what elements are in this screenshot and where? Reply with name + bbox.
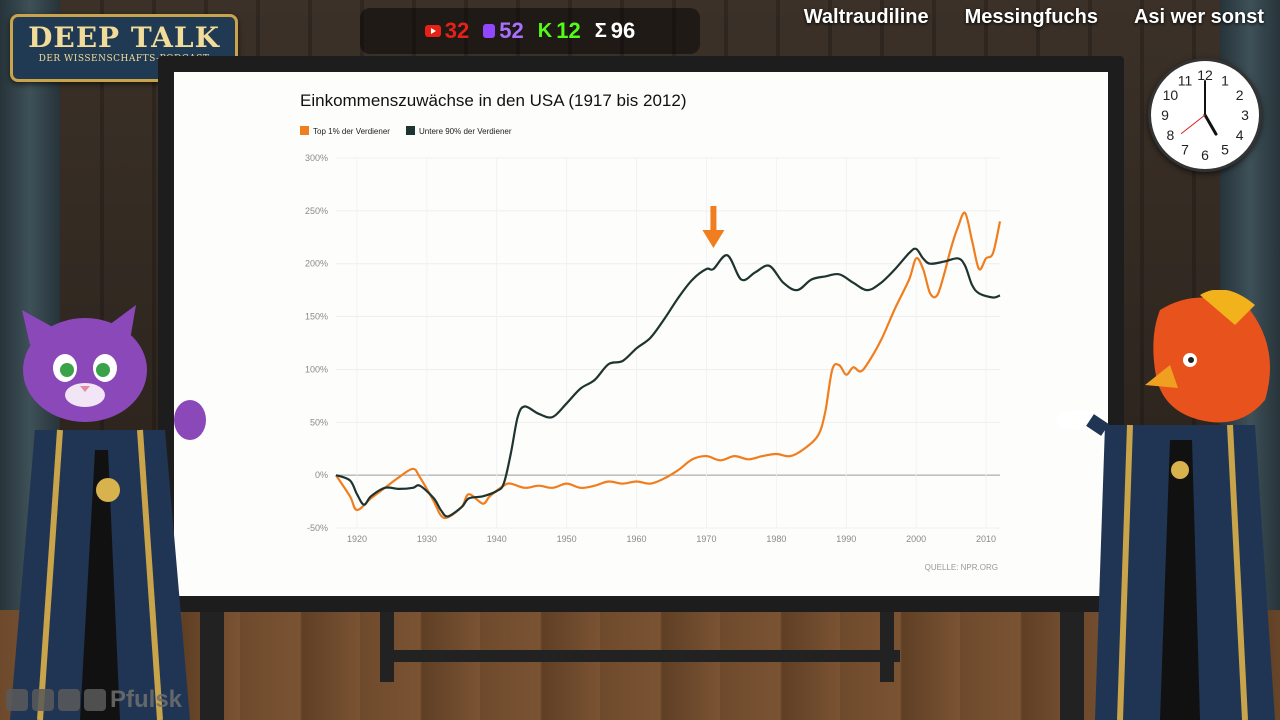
y-tick-label: 250% xyxy=(305,206,328,216)
x-tick-label: 1970 xyxy=(696,534,716,544)
x-tick-label: 1920 xyxy=(347,534,367,544)
clock-hour-hand xyxy=(1203,113,1218,136)
youtube-icon xyxy=(424,25,441,37)
income-growth-chart: Einkommenszuwächse in den USA (1917 bis … xyxy=(300,91,1002,572)
y-tick-label: 0% xyxy=(315,470,328,480)
x-tick-label: 2010 xyxy=(976,534,996,544)
clock-number: 9 xyxy=(1161,107,1169,123)
clock-number: 2 xyxy=(1236,87,1244,103)
phoenix-professor-character xyxy=(1056,290,1275,720)
total-count: 96 xyxy=(610,18,636,43)
series-line-top1 xyxy=(335,211,1002,520)
stand-leg-right xyxy=(1060,612,1084,720)
x-tick-label: 1950 xyxy=(557,534,577,544)
kick-icon: K xyxy=(537,19,553,42)
y-tick-label: -50% xyxy=(307,523,328,533)
stand-leg-left xyxy=(200,612,224,720)
twitch-counter: 52 xyxy=(483,18,524,44)
clock-number: 8 xyxy=(1167,127,1175,143)
y-tick-label: 50% xyxy=(310,417,328,427)
clock-number: 3 xyxy=(1241,107,1249,123)
series-line-bottom90 xyxy=(335,247,1001,518)
kick-counter: K 12 xyxy=(538,18,581,44)
clock-number: 1 xyxy=(1221,72,1229,88)
logo-subtitle: DER WISSENSCHAFTS-PODCAST xyxy=(38,54,210,64)
viewer-counters: 32 52 K 12 Σ 96 xyxy=(360,8,700,54)
stand-post-left xyxy=(380,612,394,682)
participant-names: Waltraudiline Messingfuchs Asi wer sonst xyxy=(804,6,1264,29)
clock-number: 5 xyxy=(1221,142,1229,158)
stand-crossbar xyxy=(380,650,900,662)
logo-title: DEEP TALK xyxy=(28,21,220,54)
legend-swatch-bottom90 xyxy=(406,126,415,135)
participant-name: Asi wer sonst xyxy=(1133,6,1264,28)
legend-swatch-top1 xyxy=(300,126,309,135)
y-tick-label: 200% xyxy=(305,259,328,269)
x-tick-label: 1940 xyxy=(487,534,507,544)
twitch-icon xyxy=(483,24,496,38)
legend-label-bottom90: Untere 90% der Verdiener xyxy=(419,127,512,136)
chart-source: QUELLE: NPR.ORG xyxy=(925,563,998,572)
sum-icon: Σ xyxy=(594,19,607,42)
clock-number: 4 xyxy=(1236,127,1244,143)
x-logo-icon xyxy=(58,689,80,711)
y-tick-label: 300% xyxy=(305,153,328,163)
participant-name: Waltraudiline xyxy=(803,6,929,28)
legend-label-top1: Top 1% der Verdiener xyxy=(313,127,390,136)
y-tick-label: 100% xyxy=(305,364,328,374)
clock-number: 10 xyxy=(1163,87,1179,103)
social-handle: Pfulsk xyxy=(110,686,183,713)
chart-title: Einkommenszuwächse in den USA (1917 bis … xyxy=(300,91,687,110)
clock-number: 11 xyxy=(1178,72,1193,88)
participant-name: Messingfuchs xyxy=(964,6,1098,28)
clock-number: 6 xyxy=(1201,147,1209,163)
x-tick-label: 1930 xyxy=(417,534,437,544)
stand-post-right xyxy=(880,612,894,682)
twitch-count: 52 xyxy=(499,18,524,43)
social-handle-bar: Pfulsk xyxy=(6,686,182,714)
telegram-logo-icon xyxy=(84,689,106,711)
kick-logo-icon xyxy=(6,689,28,711)
clock-number: 12 xyxy=(1197,67,1213,83)
x-tick-label: 1980 xyxy=(766,534,786,544)
clock-number: 7 xyxy=(1181,142,1189,158)
x-tick-label: 1960 xyxy=(627,534,647,544)
kick-count: 12 xyxy=(556,18,581,43)
x-tick-label: 1990 xyxy=(836,534,856,544)
total-counter: Σ 96 xyxy=(595,18,636,44)
x-tick-label: 2000 xyxy=(906,534,926,544)
y-tick-label: 150% xyxy=(305,312,328,322)
clock-second-hand xyxy=(1180,114,1206,134)
annotation-arrow-head xyxy=(702,230,725,248)
cat-professor-character xyxy=(10,305,206,720)
wall-clock: 12 1 2 3 4 5 6 7 8 9 10 11 xyxy=(1148,58,1262,172)
whiteboard: Einkommenszuwächse in den USA (1917 bis … xyxy=(174,72,1108,596)
youtube-count: 32 xyxy=(444,18,470,43)
youtube-counter: 32 xyxy=(424,18,470,44)
youtube-logo-icon xyxy=(32,689,54,711)
annotation-arrow-shaft xyxy=(710,206,717,232)
